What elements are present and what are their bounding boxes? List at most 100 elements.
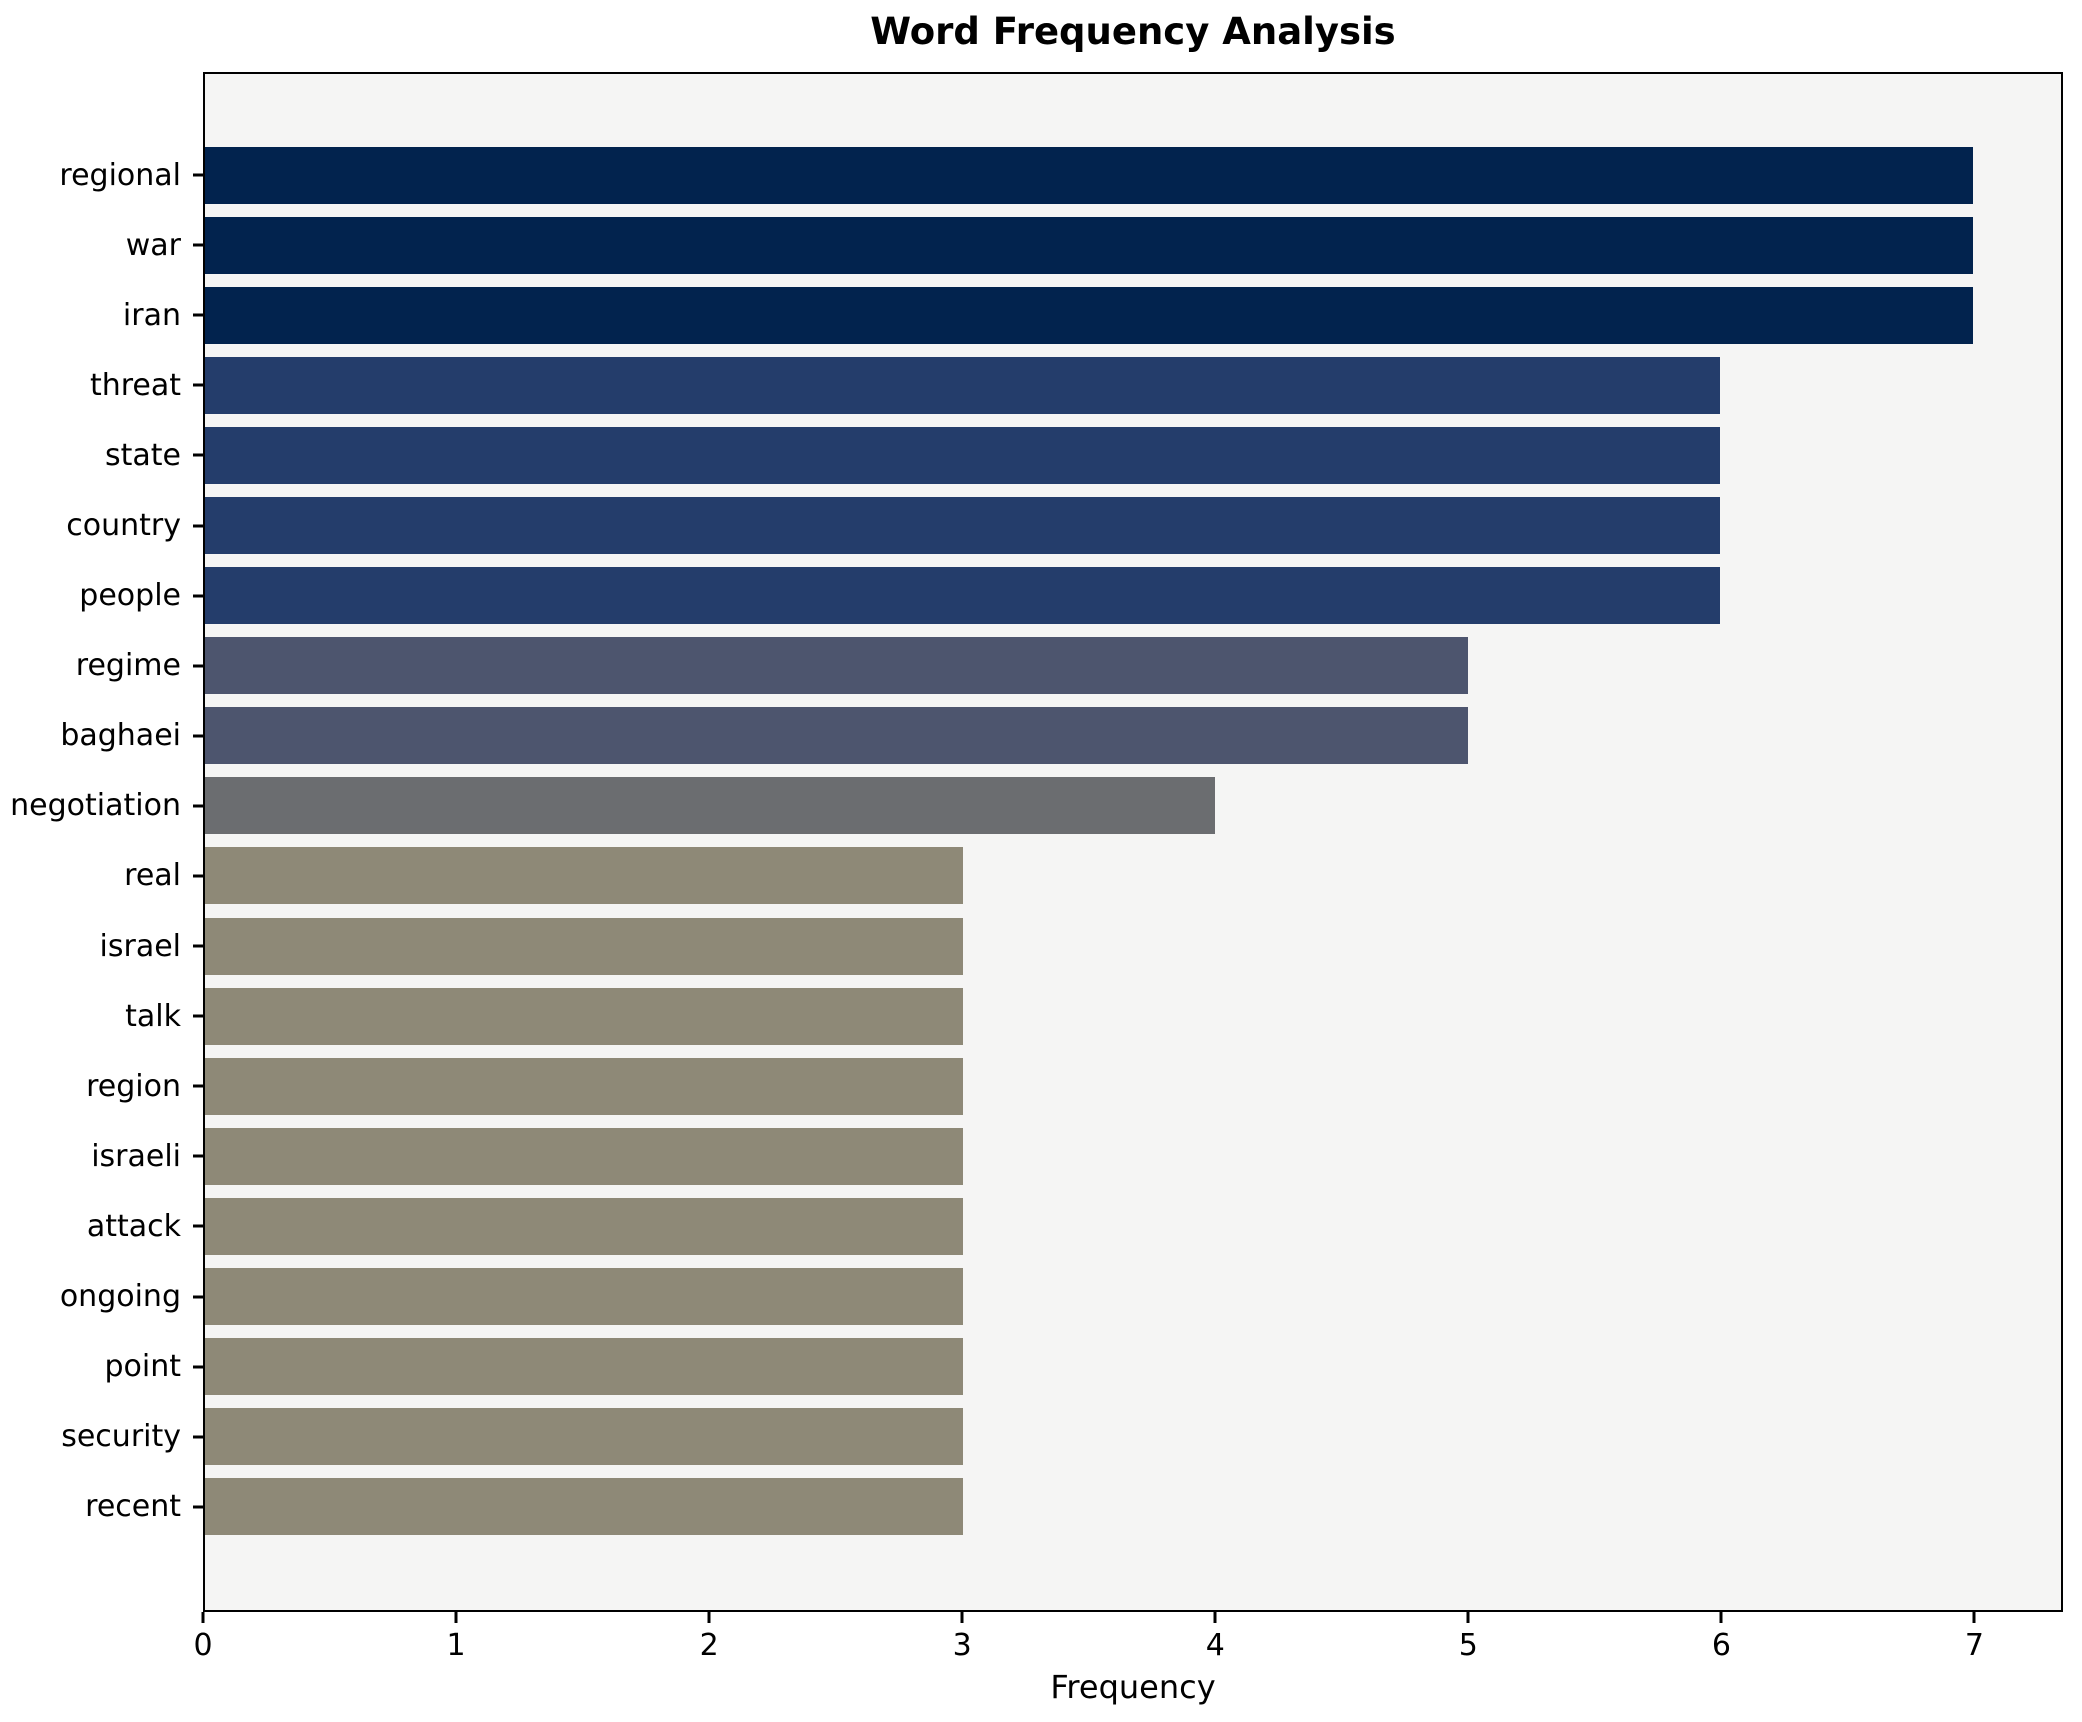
y-tick-mark [193,524,203,528]
bar [205,1127,963,1185]
bar [205,1478,963,1536]
y-tick-mark [193,944,203,948]
y-tick-label: negotiation [10,788,181,824]
y-tick-label: country [66,508,181,544]
y-tick-label: state [105,437,181,473]
y-tick-mark [193,1224,203,1228]
bar [205,987,963,1045]
bar-row: war [126,210,2061,280]
y-tick-mark [193,383,203,387]
y-tick-mark [193,313,203,317]
y-tick-mark [193,1154,203,1158]
y-tick-label: real [124,858,181,894]
bar [205,146,1973,204]
y-tick-mark [193,173,203,177]
y-tick-label: regional [59,157,181,193]
y-tick-mark [193,594,203,598]
y-tick-mark [193,243,203,247]
bar [205,777,1216,835]
y-tick-label: threat [89,367,181,403]
bar-row: talk [125,981,2061,1051]
x-tick-mark [1972,1612,1976,1623]
chart-title: Word Frequency Analysis [870,10,1396,53]
bar-row: country [66,490,2061,560]
bar-row: negotiation [10,771,2061,841]
x-tick-label: 5 [1458,1628,1478,1663]
y-tick-mark [193,1295,203,1299]
bar [205,356,1721,414]
bar [205,1268,963,1325]
bar [205,1057,963,1115]
y-tick-mark [193,1505,203,1509]
bar-row: israel [100,911,2061,981]
x-tick-mark [1213,1612,1217,1623]
y-tick-label: security [61,1419,181,1455]
bar [205,567,1721,625]
y-tick-label: point [104,1349,181,1385]
bar [205,637,1468,695]
y-tick-mark [193,804,203,808]
bar-row: regional [59,140,2061,210]
bar-row: security [61,1402,2061,1472]
bar-row: region [86,1051,2061,1121]
x-tick-label: 7 [1964,1628,1984,1663]
y-tick-mark [193,1435,203,1439]
bar [205,496,1721,554]
bar-row: regime [76,631,2061,701]
bars-container: regional war iran threat state country people r… [10,74,2061,1610]
y-tick-label: war [125,227,181,263]
x-tick-label: 2 [699,1628,719,1663]
y-tick-mark [193,453,203,457]
bar-row: real [124,841,2061,911]
bar-row: people [79,561,2061,631]
x-tick-label: 1 [446,1628,466,1663]
bar [205,917,963,975]
bar [205,1197,963,1255]
x-tick-mark [1466,1612,1470,1623]
x-tick-mark [1719,1612,1723,1623]
bar-row: iran [123,280,2061,350]
bar [205,1408,963,1466]
x-tick-mark [707,1612,711,1623]
y-tick-label: region [86,1068,181,1104]
bar-row: point [104,1332,2061,1402]
bar-row: recent [85,1472,2061,1542]
bar [205,286,1973,344]
bar [205,1338,963,1396]
bar [205,707,1468,765]
bar-row: state [105,420,2061,490]
y-tick-label: people [79,578,181,614]
x-tick-label: 4 [1205,1628,1225,1663]
x-tick-mark [454,1612,458,1623]
y-tick-mark [193,734,203,738]
bar-row: baghaei [60,701,2061,771]
plot-area: regional war iran threat state country people r… [10,72,2063,1612]
x-tick-label: 6 [1711,1628,1731,1663]
y-tick-label: regime [75,648,181,684]
x-tick-label: 0 [193,1628,213,1663]
y-tick-mark [193,874,203,878]
x-tick-mark [201,1612,205,1623]
y-tick-label: talk [125,998,181,1034]
bar-row: threat [90,350,2061,420]
bar-row: attack [87,1191,2061,1261]
y-tick-label: israel [99,928,181,964]
y-tick-label: israeli [91,1138,181,1174]
y-tick-label: attack [86,1208,181,1244]
y-tick-mark [193,1365,203,1369]
bar-row: israeli [91,1121,2061,1191]
y-tick-mark [193,664,203,668]
y-tick-mark [193,1014,203,1018]
bar [205,216,1973,274]
y-tick-label: iran [122,297,181,333]
x-axis-label: Frequency [1050,1668,1216,1706]
y-tick-label: recent [85,1489,181,1525]
x-tick-label: 3 [952,1628,972,1663]
y-tick-label: ongoing [59,1279,181,1315]
bar [205,847,963,905]
x-tick-mark [960,1612,964,1623]
bar-row: ongoing [60,1262,2061,1332]
bar [205,426,1721,484]
y-tick-mark [193,1084,203,1088]
